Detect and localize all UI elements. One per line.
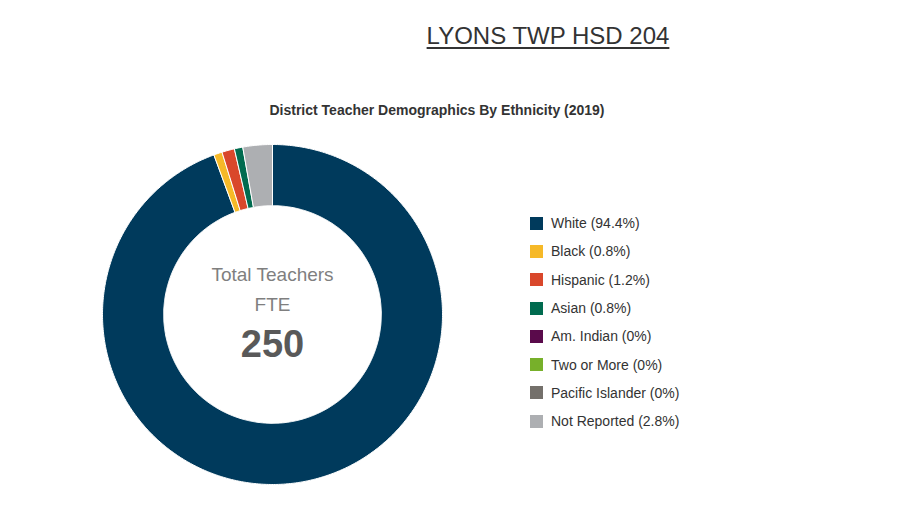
html-text:Hispanic (1.2%): Hispanic (1.2%) (551, 271, 650, 288)
html-text:Am. Indian (0%): Am. Indian (0%) (551, 328, 652, 345)
svg-text:FTE: FTE (255, 294, 291, 315)
html-text:LYONS TWP HSD 204: LYONS TWP HSD 204 (426, 22, 670, 49)
html-text:District Teacher Demographics: District Teacher Demographics By Ethnici… (269, 102, 605, 118)
html-text:Two or More (0%): Two or More (0%) (551, 356, 663, 373)
html-text:Black (0.8%): Black (0.8%) (551, 243, 631, 260)
html-text:Pacific Islander (0%): Pacific Islander (0%) (551, 384, 680, 401)
html-text:White (94.4%): White (94.4%) (551, 215, 640, 232)
html-text:Asian (0.8%): Asian (0.8%) (551, 300, 632, 316)
html-text:Not Reported (2.8%): Not Reported (2.8%) (551, 413, 680, 430)
svg-text:250: 250 (241, 323, 304, 365)
svg-text:Total Teachers: Total Teachers (211, 264, 333, 285)
